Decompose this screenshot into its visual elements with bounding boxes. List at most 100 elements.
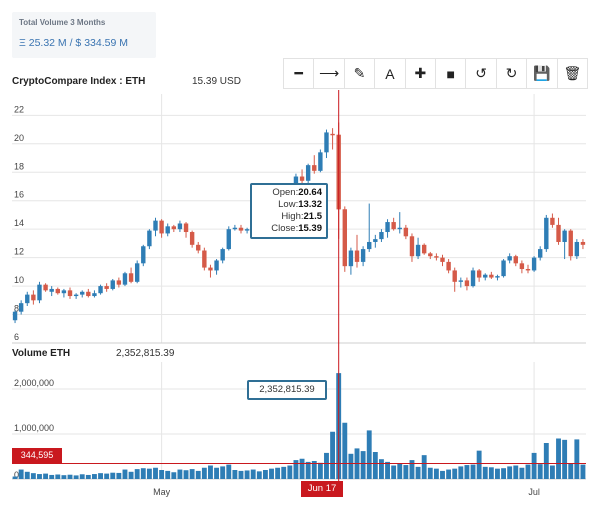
candle-body (92, 293, 97, 297)
candle-body (299, 176, 305, 181)
volume-bar (122, 469, 128, 479)
volume-bar (146, 468, 152, 479)
plus-tool-button[interactable]: ✚ (406, 59, 437, 88)
minus-tool-button[interactable]: ━ (284, 59, 315, 88)
trash-icon: 🗑 (563, 65, 582, 81)
text-tool-button[interactable]: A (375, 59, 406, 88)
candle-body (196, 244, 201, 251)
candle-body (360, 249, 366, 262)
volume-bar (549, 465, 555, 479)
candle-body (189, 232, 195, 245)
save-tool-button[interactable]: 💾 (527, 59, 558, 88)
pencil-icon: ✎ (353, 65, 366, 81)
candle-body (183, 223, 189, 233)
candle-body (501, 260, 506, 277)
volume-bar (250, 469, 256, 479)
tooltip-close-label: Close: (271, 223, 299, 234)
price-tick-label: 14 (14, 218, 24, 228)
candle-body (220, 249, 225, 261)
candle-body (574, 241, 580, 257)
volume-bar (140, 468, 146, 479)
volume-bar (385, 461, 390, 479)
tooltip-open-label: Open: (272, 187, 299, 198)
volume-tick-label: 1,000,000 (14, 423, 54, 433)
volume-bar (12, 476, 18, 479)
candle-body (31, 294, 36, 301)
volume-bar (262, 470, 268, 479)
candle-body (18, 303, 24, 312)
volume-bar (311, 461, 317, 479)
candle-body (110, 280, 115, 289)
price-tick-label: 8 (14, 304, 19, 314)
candle-body (367, 241, 372, 250)
candle-body (495, 276, 500, 278)
volume-bar (293, 460, 299, 479)
trash-tool-button[interactable]: 🗑 (558, 59, 587, 88)
crosshair-date-flag: Jun 17 (301, 481, 343, 497)
volume-bar (183, 470, 189, 479)
redo-tool-button[interactable]: ↻ (497, 59, 528, 88)
index-price: 15.39 USD (192, 76, 241, 87)
volume-bar (208, 465, 213, 479)
volume-bar (299, 458, 305, 479)
candle-body (434, 256, 439, 258)
candle-body (244, 229, 250, 231)
total-volume-label: Total Volume 3 Months (19, 18, 106, 27)
volume-bar (134, 469, 140, 479)
tooltip-open: 20.64 (298, 187, 322, 198)
volume-bar (214, 467, 220, 479)
arrow-right-tool-button[interactable]: ⟶ (314, 59, 345, 88)
tooltip-high-label: High: (281, 211, 304, 222)
candle-body (580, 241, 586, 245)
volume-bar (415, 466, 421, 479)
candle-body (25, 294, 30, 304)
volume-bar (482, 466, 488, 479)
volume-tick-label: 0 (14, 470, 19, 480)
candle-body (489, 274, 494, 278)
volume-bar (501, 468, 507, 479)
candle-body (507, 256, 512, 261)
volume-bar (220, 466, 226, 479)
candle-body (391, 222, 396, 230)
volume-bar (397, 463, 403, 479)
candle-body (513, 256, 518, 264)
volume-bar (98, 473, 103, 479)
volume-bar (110, 472, 116, 479)
candle-body (80, 291, 85, 295)
volume-bar (244, 470, 250, 479)
candle-body (208, 267, 213, 271)
volume-bar (446, 469, 452, 479)
candle-body (122, 273, 128, 285)
square-tool-button[interactable]: ■ (436, 59, 467, 88)
undo-tool-button[interactable]: ↺ (466, 59, 497, 88)
volume-bar (61, 475, 67, 479)
volume-bar (348, 453, 354, 479)
square-icon: ■ (446, 65, 455, 82)
candle-body (409, 236, 415, 257)
volume-bar (556, 438, 561, 479)
candle-body (305, 165, 311, 181)
volume-bar (67, 474, 73, 479)
volume-bar (30, 473, 36, 479)
candle-body (483, 274, 488, 278)
pencil-tool-button[interactable]: ✎ (345, 59, 376, 88)
price-tick-label: 22 (14, 104, 24, 114)
volume-bar (525, 464, 531, 479)
volume-bar (281, 466, 287, 479)
candle-body (470, 270, 476, 287)
volume-title: Volume ETH (12, 348, 71, 359)
candle-body (415, 244, 421, 257)
candle-body (214, 260, 219, 271)
volume-bar (171, 472, 177, 479)
candle-body (403, 227, 409, 237)
volume-bar (452, 468, 458, 479)
candle-body (177, 223, 183, 230)
volume-value: 2,352,815.39 (116, 348, 175, 359)
volume-bar (464, 465, 470, 479)
volume-bar (128, 471, 134, 479)
candle-body (397, 227, 402, 230)
volume-bar (543, 443, 549, 479)
volume-bar (568, 463, 574, 479)
candle-body (104, 286, 109, 289)
